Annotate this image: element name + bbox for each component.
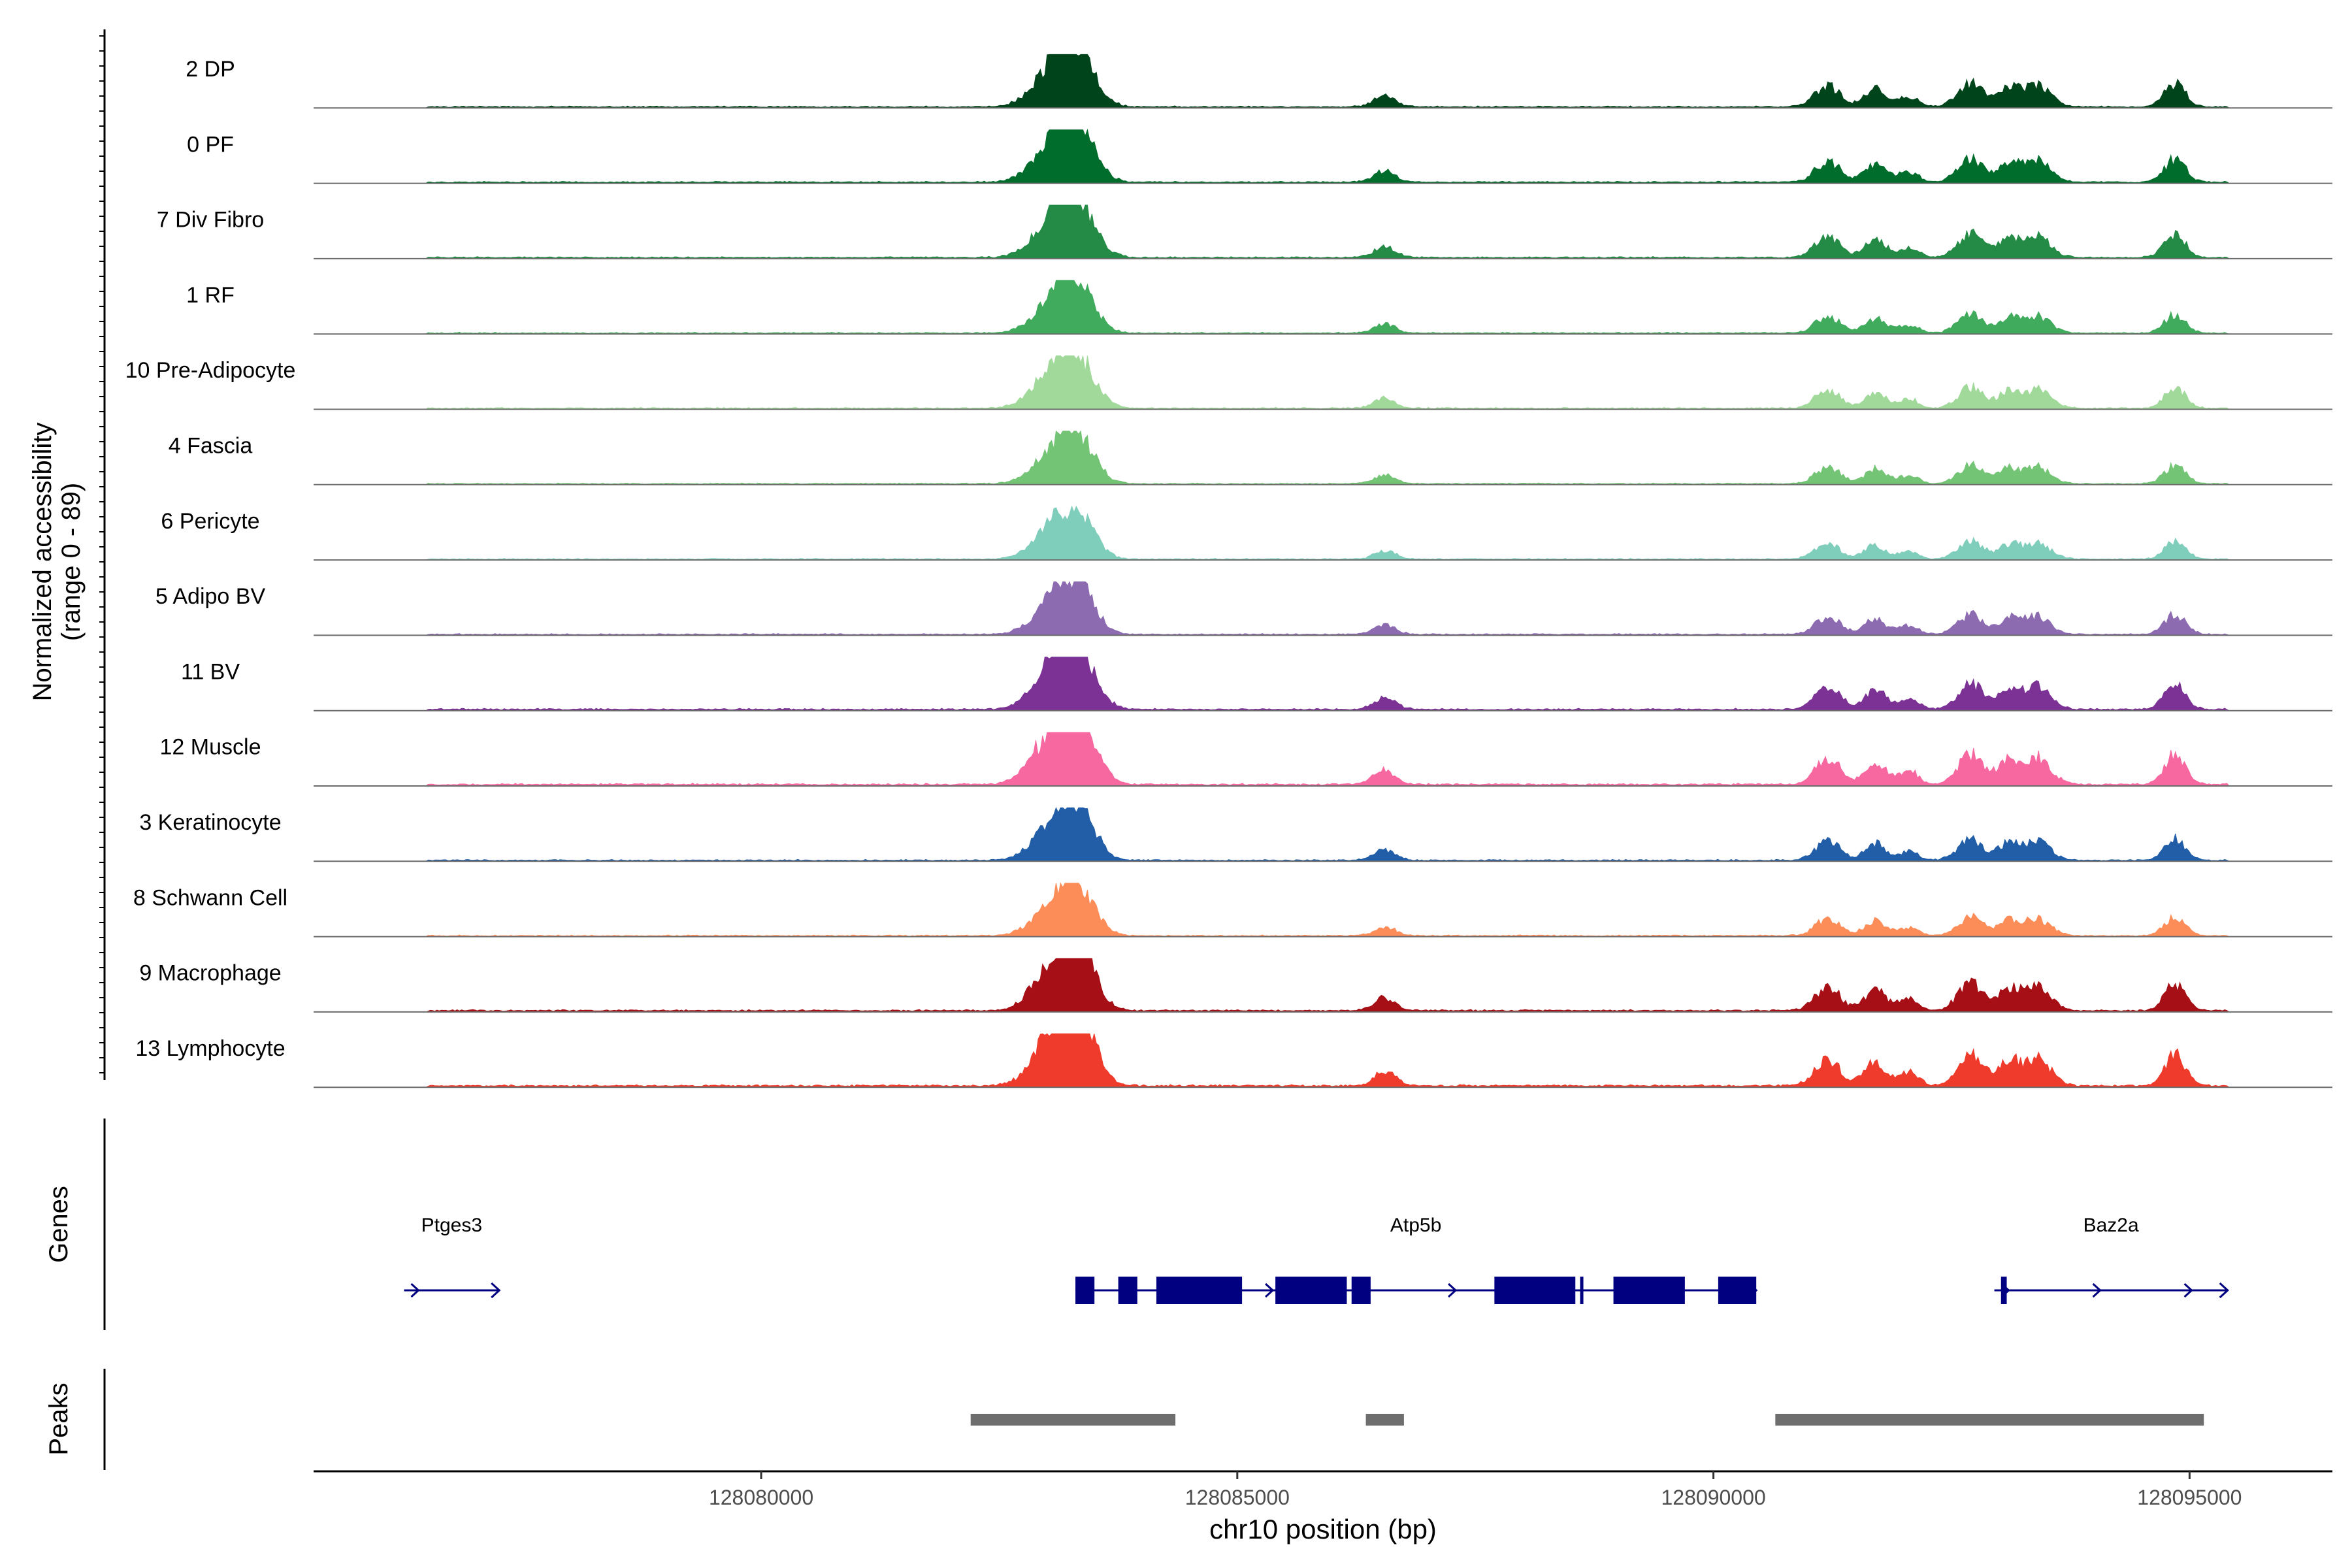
track-13-lymphocyte: 13 Lymphocyte bbox=[135, 1033, 2332, 1088]
track-label: 2 DP bbox=[186, 57, 235, 82]
coverage-tracks: 2 DP 0 PF 7 Div Fibro 1 RF 10 Pre-Adipocyte 4… bbox=[125, 54, 2332, 1088]
track-10-pre-adipocyte: 10 Pre-Adipocyte bbox=[125, 355, 2332, 410]
gene-label: Baz2a bbox=[2083, 1215, 2139, 1236]
track-label: 6 Pericyte bbox=[161, 509, 259, 534]
track-signal bbox=[314, 958, 2332, 1013]
exon bbox=[1718, 1277, 1757, 1304]
track-9-macrophage: 9 Macrophage bbox=[139, 958, 2332, 1013]
gene-atp5b: Atp5b bbox=[1075, 1215, 1758, 1304]
peaks-panel-title: Peaks bbox=[44, 1382, 73, 1455]
exon bbox=[1613, 1277, 1685, 1304]
track-label: 13 Lymphocyte bbox=[135, 1036, 285, 1061]
exon bbox=[1156, 1277, 1243, 1304]
exon bbox=[1275, 1277, 1347, 1304]
strand-arrow bbox=[1265, 1282, 1275, 1298]
track-8-schwann-cell: 8 Schwann Cell bbox=[133, 882, 2332, 938]
y-axis-title: Normalized accessibility (range 0 - 89) bbox=[28, 423, 86, 702]
track-signal bbox=[314, 657, 2332, 711]
exon bbox=[2001, 1277, 2007, 1304]
track-signal bbox=[314, 732, 2332, 787]
track-signal bbox=[314, 355, 2332, 410]
genes-panel-title: Genes bbox=[44, 1186, 73, 1263]
x-tick-label: 128085000 bbox=[1185, 1486, 1290, 1509]
track-1-rf: 1 RF bbox=[186, 280, 2332, 335]
track-signal bbox=[314, 280, 2332, 335]
track-signal bbox=[314, 807, 2332, 862]
track-label: 0 PF bbox=[187, 132, 234, 157]
track-signal bbox=[314, 430, 2332, 485]
gene-label: Atp5b bbox=[1390, 1215, 1441, 1236]
exon bbox=[1118, 1277, 1137, 1304]
strand-arrow bbox=[2183, 1282, 2193, 1298]
strand-arrow-end bbox=[2219, 1282, 2229, 1299]
x-axis-title: chr10 position (bp) bbox=[1209, 1514, 1437, 1544]
strand-arrow bbox=[410, 1282, 420, 1298]
coverage-y-minor-ticks bbox=[99, 35, 105, 1073]
x-tick-label: 128095000 bbox=[2137, 1486, 2242, 1509]
track-5-adipo-bv: 5 Adipo BV bbox=[155, 581, 2332, 636]
gene-models: Ptges3 Atp5b Baz2a bbox=[404, 1215, 2229, 1304]
track-signal bbox=[314, 128, 2332, 184]
track-signal bbox=[314, 54, 2332, 108]
strand-arrow-end bbox=[491, 1282, 501, 1299]
peak-region bbox=[1775, 1414, 2204, 1426]
track-12-muscle: 12 Muscle bbox=[160, 732, 2332, 787]
exon bbox=[1494, 1277, 1576, 1304]
track-label: 8 Schwann Cell bbox=[133, 885, 287, 910]
strand-arrow bbox=[1448, 1282, 1458, 1298]
gene-label: Ptges3 bbox=[421, 1215, 482, 1236]
gene-baz2a: Baz2a bbox=[1994, 1215, 2229, 1304]
exon bbox=[1351, 1277, 1371, 1304]
peaks-panel: Peaks bbox=[44, 1369, 2204, 1470]
track-3-keratinocyte: 3 Keratinocyte bbox=[139, 807, 2332, 862]
track-label: 9 Macrophage bbox=[139, 961, 281, 986]
track-signal bbox=[314, 505, 2332, 561]
peak-region bbox=[970, 1414, 1176, 1426]
track-4-fascia: 4 Fascia bbox=[169, 430, 2332, 485]
track-label: 12 Muscle bbox=[160, 735, 261, 760]
strand-arrow bbox=[2092, 1282, 2102, 1298]
y-axis-title-line2: (range 0 - 89) bbox=[57, 483, 86, 641]
exon bbox=[1075, 1277, 1095, 1304]
peak-regions bbox=[970, 1414, 2204, 1426]
track-label: 11 BV bbox=[181, 659, 240, 684]
track-7-div-fibro: 7 Div Fibro bbox=[157, 204, 2332, 259]
exon bbox=[1580, 1277, 1584, 1304]
track-label: 10 Pre-Adipocyte bbox=[125, 358, 296, 383]
x-tick-label: 128080000 bbox=[709, 1486, 813, 1509]
track-0-pf: 0 PF bbox=[187, 128, 2332, 184]
x-axis: 128080000 128085000 128090000 128095000 chr… bbox=[314, 1470, 2332, 1544]
track-signal bbox=[314, 204, 2332, 259]
track-label: 7 Div Fibro bbox=[157, 208, 264, 233]
track-label: 5 Adipo BV bbox=[155, 584, 266, 609]
track-label: 4 Fascia bbox=[169, 434, 253, 459]
track-signal bbox=[314, 1033, 2332, 1088]
track-signal bbox=[314, 581, 2332, 636]
track-label: 1 RF bbox=[186, 283, 235, 308]
track-label: 3 Keratinocyte bbox=[139, 810, 281, 835]
peak-region bbox=[1365, 1414, 1404, 1426]
x-tick-label: 128090000 bbox=[1661, 1486, 1766, 1509]
gene-ptges3: Ptges3 bbox=[404, 1215, 501, 1299]
track-signal bbox=[314, 882, 2332, 938]
genes-panel: Genes Ptges3 Atp5b Baz2a bbox=[44, 1119, 2229, 1330]
track-6-pericyte: 6 Pericyte bbox=[161, 505, 2332, 561]
x-axis-ticks: 128080000 128085000 128090000 128095000 bbox=[709, 1471, 2242, 1509]
track-2-dp: 2 DP bbox=[186, 54, 2332, 109]
track-11-bv: 11 BV bbox=[181, 657, 2332, 711]
y-axis-title-line1: Normalized accessibility bbox=[28, 423, 57, 702]
